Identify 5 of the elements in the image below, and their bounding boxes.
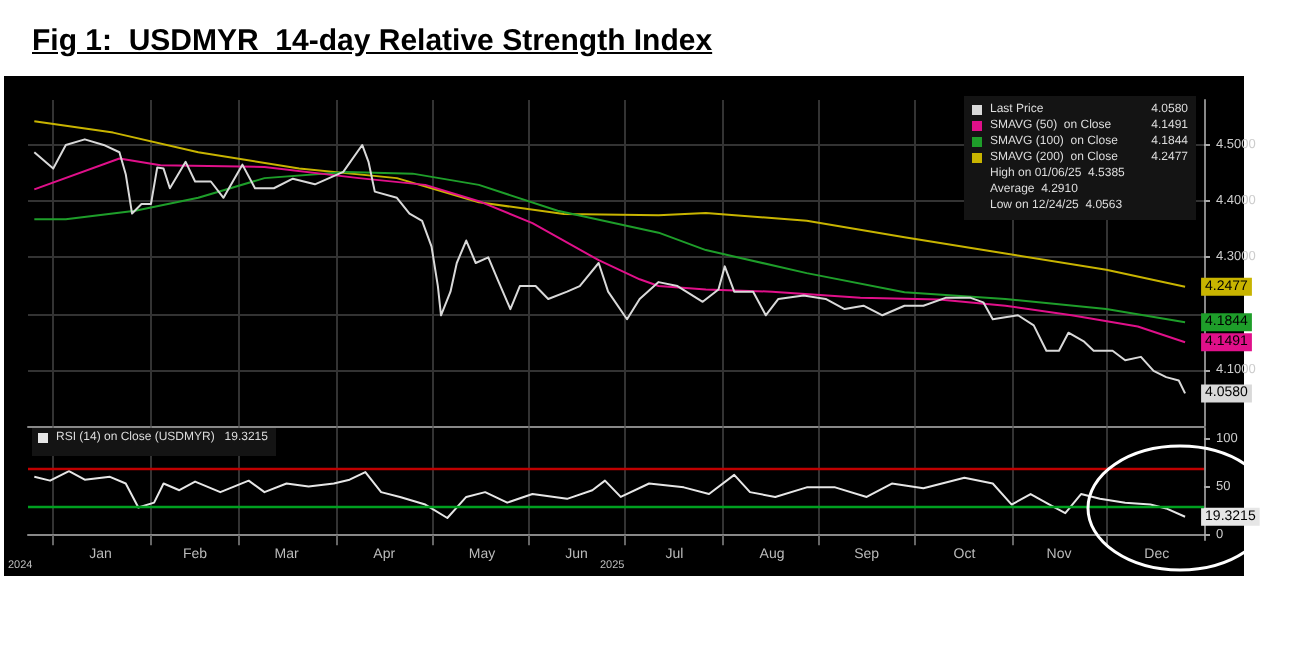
line-series — [33, 170, 1187, 324]
line-series — [33, 120, 1187, 288]
chart-title: Fig 1: USDMYR 14-day Relative Strength Index — [32, 24, 713, 58]
line-series — [33, 138, 1187, 395]
line-series — [33, 470, 1187, 519]
